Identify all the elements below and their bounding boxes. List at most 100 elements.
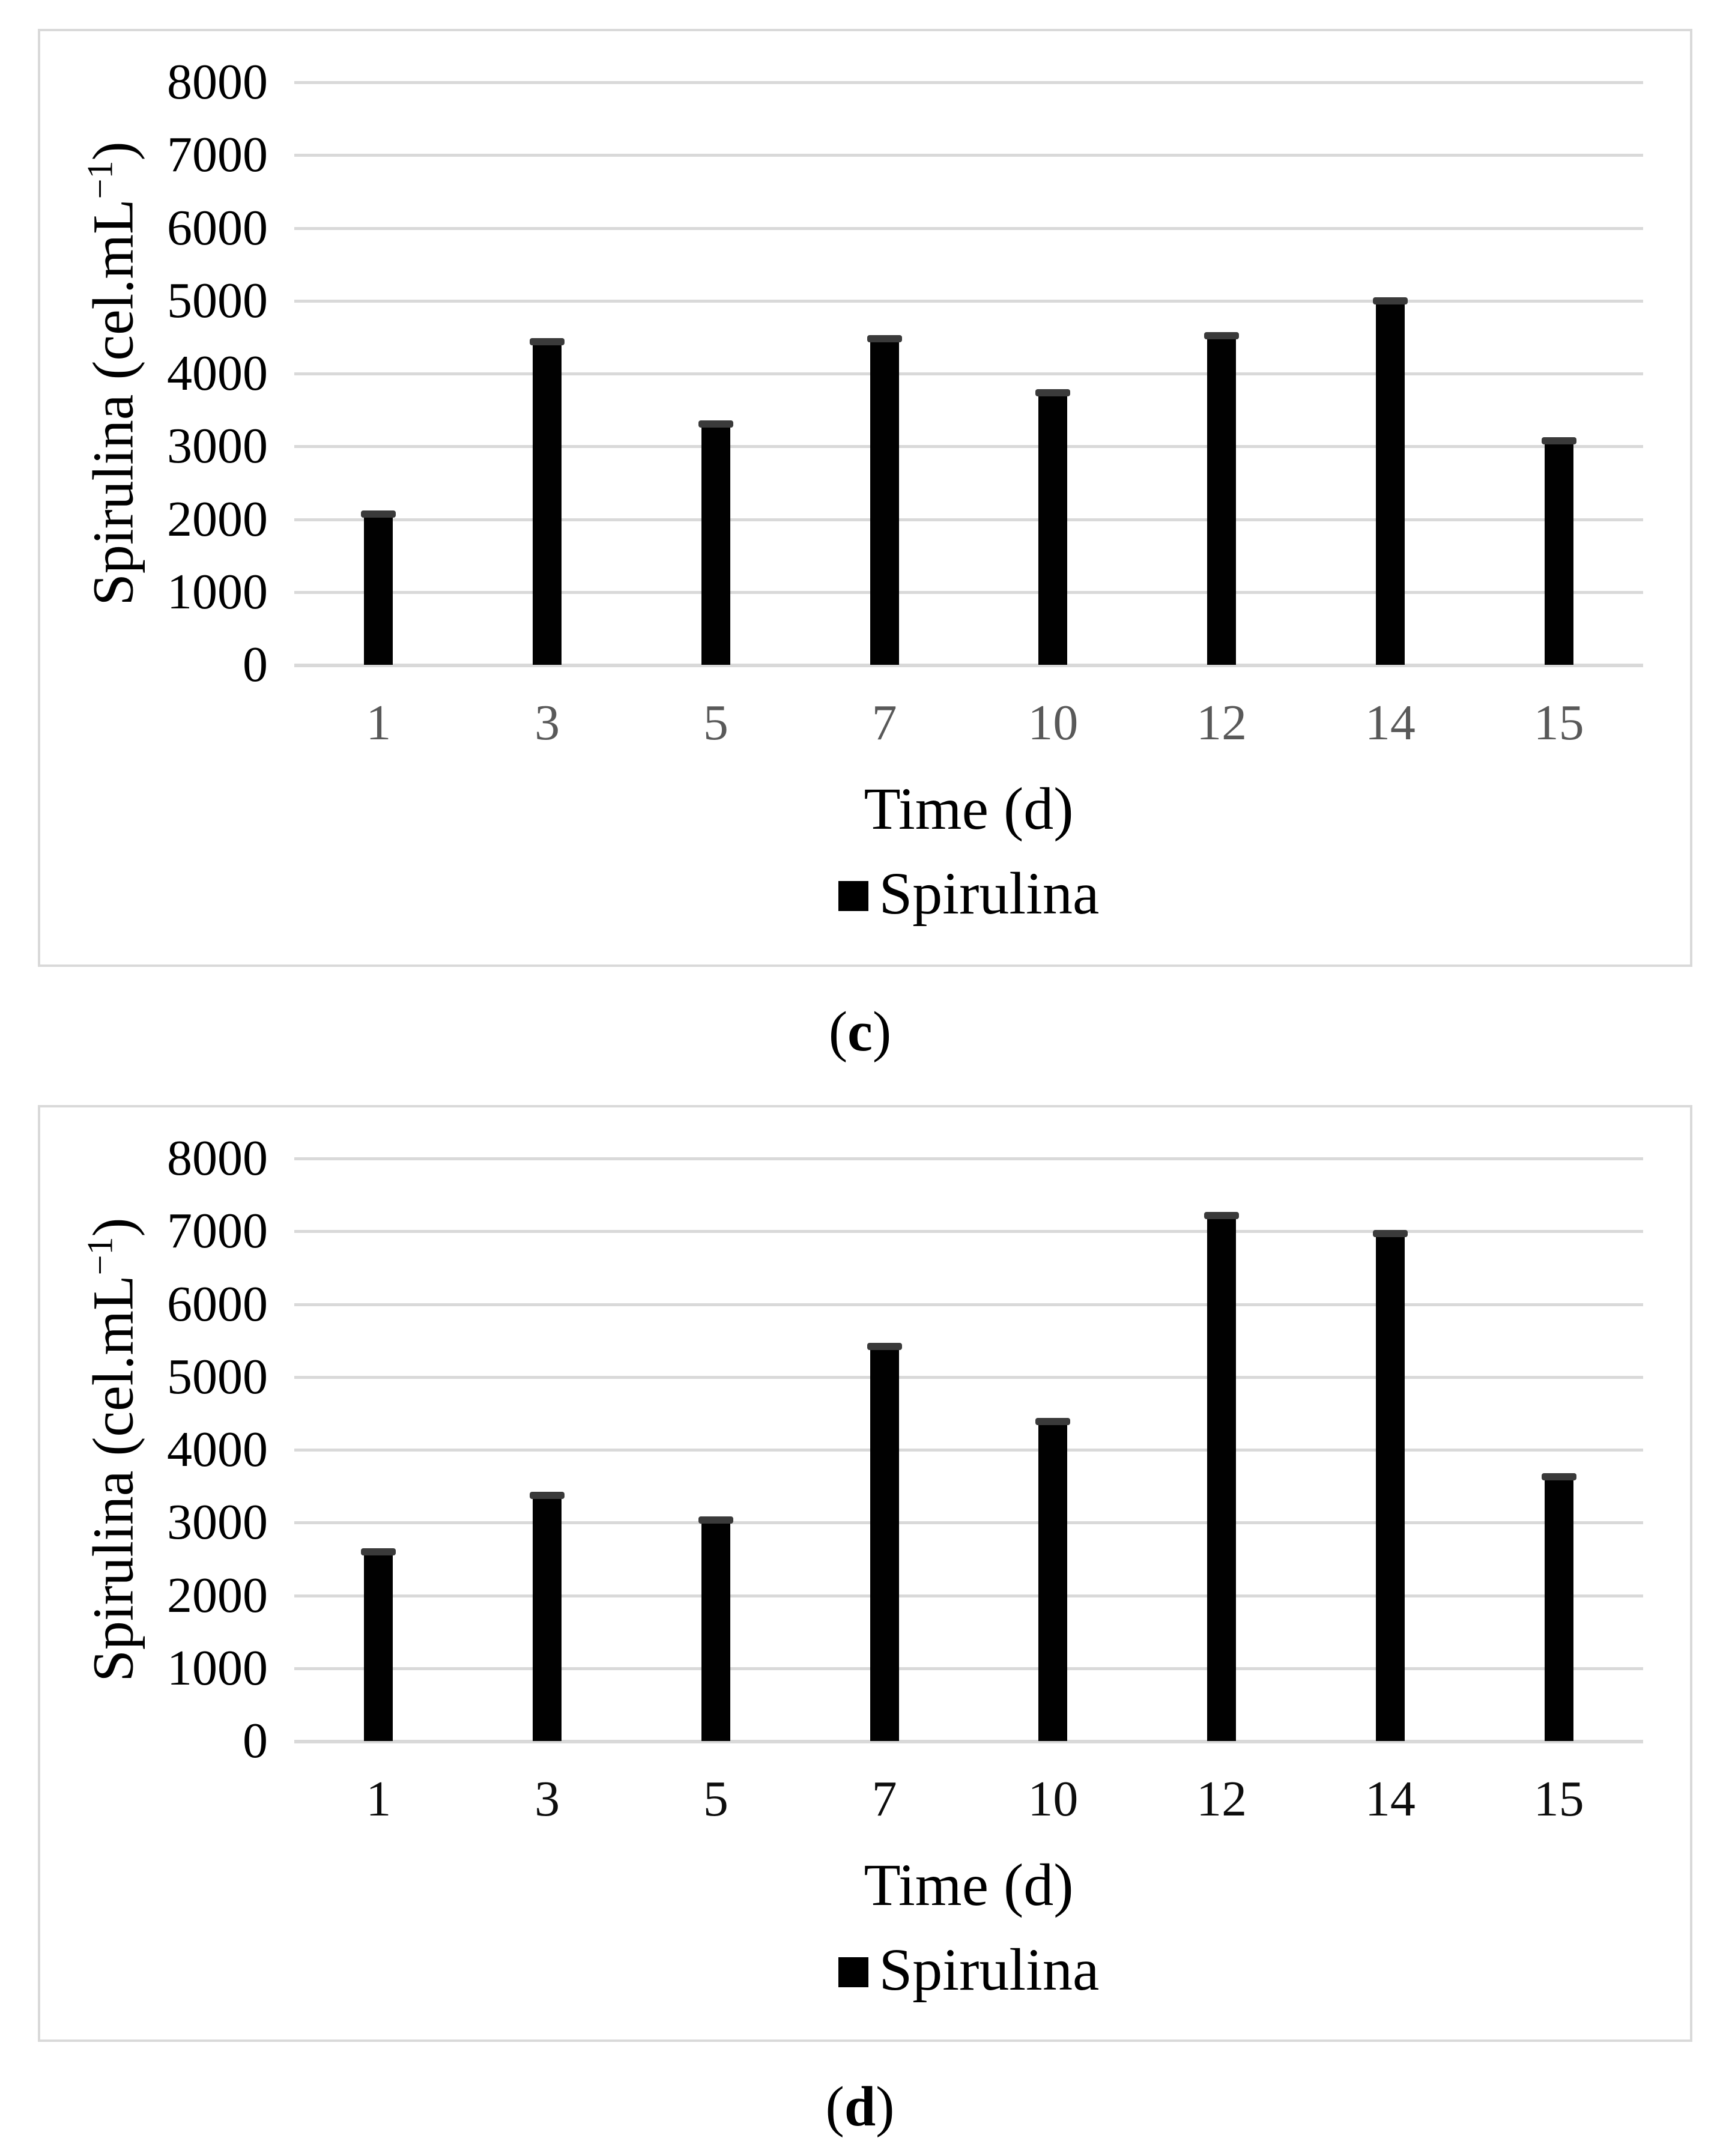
x-tick-label: 12 <box>1196 1771 1247 1827</box>
bar-top-cap <box>361 1548 396 1556</box>
x-tick-label: 15 <box>1533 695 1584 751</box>
chart-panel-d: Spirulina (cel.mL−1) Time (d) Spirulina … <box>38 1105 1692 2042</box>
gridline <box>294 590 1643 594</box>
bar-top-cap <box>1204 1211 1240 1219</box>
gridline <box>294 154 1643 157</box>
legend-label: Spirulina <box>879 860 1100 927</box>
bar-top-cap <box>1541 437 1576 444</box>
bar-top-cap <box>698 420 733 428</box>
x-tick-label: 5 <box>703 1771 728 1827</box>
x-tick-label: 14 <box>1364 1771 1416 1827</box>
caption-letter: d <box>844 2076 876 2138</box>
gridline <box>294 1157 1643 1160</box>
gridline <box>294 1449 1643 1452</box>
gridline <box>294 81 1643 84</box>
gridline <box>294 372 1643 375</box>
gridline <box>294 1303 1643 1306</box>
y-tick-label: 6000 <box>167 199 268 256</box>
bar-top-cap <box>530 1491 565 1499</box>
x-tick-label: 10 <box>1028 695 1079 751</box>
legend-marker-icon <box>838 881 868 911</box>
gridline <box>294 518 1643 521</box>
bar-top-cap <box>1035 1418 1071 1426</box>
y-tick-label: 1000 <box>167 563 268 620</box>
y-tick-label: 7000 <box>167 127 268 183</box>
gridline <box>294 1667 1643 1670</box>
bar-top-cap <box>361 510 396 518</box>
caption-close-paren: ) <box>876 2076 895 2138</box>
legend-marker-icon <box>838 1957 868 1987</box>
plot-area-c: Time (d) Spirulina 8000 7000 6000 5000 4000 3… <box>167 54 1643 927</box>
x-axis-title: Time (d) <box>864 1852 1074 1918</box>
bar-top-cap <box>530 338 565 345</box>
gridline <box>294 1230 1643 1234</box>
x-tick-label: 10 <box>1028 1771 1079 1827</box>
gridline <box>294 445 1643 449</box>
x-tick-label: 1 <box>366 1771 392 1827</box>
bar-top-cap <box>867 335 902 343</box>
bar-top-cap <box>867 1343 902 1351</box>
bar-day-7 <box>867 335 902 665</box>
y-tick-label: 7000 <box>167 1203 268 1259</box>
x-tick-label: 5 <box>703 695 728 751</box>
x-tick-label: 7 <box>871 1771 897 1827</box>
y-tick-label: 5000 <box>167 272 268 329</box>
bar-top-cap <box>1541 1473 1576 1481</box>
y-tick-label: 0 <box>243 637 268 692</box>
x-axis-line <box>294 1740 1643 1743</box>
caption-letter: c <box>847 1001 873 1063</box>
bar-day-5 <box>698 1516 733 1741</box>
x-tick-label: 15 <box>1533 1771 1584 1827</box>
bar-day-10 <box>1035 389 1071 665</box>
caption-open-paren: ( <box>828 1001 848 1063</box>
y-tick-label: 5000 <box>167 1348 268 1405</box>
bar-day-5 <box>698 420 733 665</box>
bar-top-cap <box>698 1516 733 1524</box>
bar-day-3 <box>530 1491 565 1741</box>
y-tick-label: 4000 <box>167 345 268 401</box>
bar-day-15 <box>1541 437 1576 665</box>
caption-open-paren: ( <box>825 2076 844 2138</box>
y-tick-label: 2000 <box>167 1567 268 1623</box>
y-tick-label: 4000 <box>167 1422 268 1477</box>
gridline <box>294 1375 1643 1379</box>
bar-day-3 <box>530 338 565 665</box>
legend-label: Spirulina <box>879 1936 1100 2003</box>
bar-top-cap <box>1372 1230 1408 1238</box>
caption-close-paren: ) <box>872 1001 892 1063</box>
caption-d: (d) <box>0 2065 1720 2155</box>
y-tick-label: 1000 <box>167 1640 268 1696</box>
gridline <box>294 1521 1643 1525</box>
bar-top-cap <box>1372 297 1408 305</box>
x-tick-label: 12 <box>1196 695 1247 751</box>
bar-day-1 <box>361 510 396 665</box>
bar-day-10 <box>1035 1418 1071 1741</box>
bar-day-12 <box>1204 332 1240 665</box>
y-tick-label: 2000 <box>167 491 268 547</box>
legend: Spirulina <box>294 861 1643 927</box>
y-tick-label: 6000 <box>167 1276 268 1332</box>
x-tick-label: 3 <box>534 695 560 751</box>
bar-top-cap <box>1035 389 1071 396</box>
bar-day-7 <box>867 1343 902 1741</box>
gridline <box>294 226 1643 230</box>
plot-area-d: Time (d) Spirulina 8000 7000 6000 5000 4000 3… <box>167 1130 1643 2003</box>
bar-day-12 <box>1204 1211 1240 1741</box>
y-tick-label: 8000 <box>167 54 268 110</box>
y-tick-label: 8000 <box>167 1130 268 1186</box>
bar-day-15 <box>1541 1473 1576 1741</box>
bar-day-14 <box>1372 1230 1408 1741</box>
x-axis-title: Time (d) <box>864 775 1074 842</box>
gridline <box>294 1594 1643 1597</box>
bar-day-1 <box>361 1548 396 1741</box>
bar-top-cap <box>1204 332 1240 340</box>
caption-c: (c) <box>0 990 1720 1080</box>
y-tick-label: 0 <box>243 1713 268 1769</box>
y-tick-label: 3000 <box>167 418 268 474</box>
x-tick-label: 14 <box>1364 695 1416 751</box>
x-tick-label: 1 <box>366 695 392 751</box>
y-tick-label: 3000 <box>167 1494 268 1551</box>
x-tick-label: 7 <box>871 695 897 751</box>
gridline <box>294 299 1643 303</box>
x-axis-line <box>294 664 1643 667</box>
